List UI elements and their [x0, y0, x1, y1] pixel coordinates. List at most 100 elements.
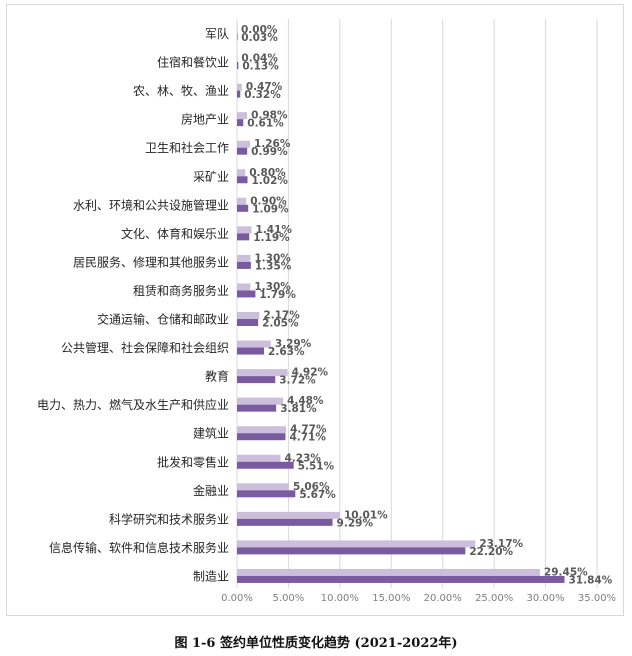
data-label-series-1: 4.23% — [285, 452, 322, 464]
bar-series-1 — [237, 454, 281, 462]
bar-series-2 — [237, 176, 248, 184]
data-label-series-2: 0.61% — [247, 118, 284, 130]
bar-series-2 — [237, 233, 250, 241]
data-label-series-1: 0.90% — [250, 195, 287, 207]
bar-series-1 — [237, 426, 287, 434]
bar-series-1 — [237, 340, 271, 348]
data-label-series-1: 2.17% — [263, 310, 300, 322]
data-label-series-2: 31.84% — [568, 574, 612, 586]
bar-series-2 — [237, 575, 565, 583]
bar-series-1 — [237, 254, 251, 262]
category-label: 建筑业 — [193, 426, 229, 441]
bar-series-1 — [237, 369, 288, 377]
x-tick-label: 0.00% — [221, 593, 253, 604]
category-label: 住宿和餐饮业 — [157, 55, 229, 70]
data-label-series-2: 4.71% — [289, 432, 326, 444]
data-label-series-1: 5.06% — [293, 481, 330, 493]
bar-series-1 — [237, 283, 251, 291]
figure-caption: 图 1-6 签约单位性质变化趋势 (2021-2022年) — [174, 636, 458, 651]
category-label: 水利、环境和公共设施管理业 — [73, 197, 229, 212]
bar-chart: 0.00% 5.00% 10.00% 15.00% 20.00% 25.00% 30.00%… — [37, 19, 616, 604]
bar-series-2 — [237, 204, 249, 212]
bar-series-2 — [237, 261, 251, 269]
data-label-series-2: 1.79% — [259, 289, 296, 301]
data-label-series-2: 1.09% — [252, 203, 289, 215]
x-tick-label: 15.00% — [372, 593, 410, 604]
category-label: 教育 — [205, 369, 229, 384]
data-label-series-2: 22.20% — [469, 546, 513, 558]
data-label-series-2: 5.67% — [299, 489, 336, 501]
data-label-series-2: 3.81% — [280, 403, 317, 415]
x-tick-label: 30.00% — [527, 593, 565, 604]
category-label: 批发和零售业 — [157, 454, 229, 469]
bar-series-2 — [237, 490, 296, 498]
data-label-series-2: 0.03% — [241, 32, 278, 44]
data-label-series-1: 4.48% — [287, 395, 324, 407]
bar-series-1 — [237, 26, 238, 34]
data-label-series-1: 1.30% — [254, 281, 291, 293]
bar-series-1 — [237, 568, 540, 576]
data-label-series-2: 0.32% — [244, 89, 281, 101]
bar-series-2 — [237, 518, 333, 526]
bar-series-2 — [237, 147, 248, 155]
data-label-series-1: 4.77% — [290, 424, 327, 436]
data-label-series-1: 0.04% — [241, 53, 278, 65]
bar-series-1 — [237, 197, 247, 205]
bar-series-2 — [237, 404, 277, 412]
bar-series-1 — [237, 540, 476, 548]
x-tick-label: 35.00% — [578, 593, 616, 604]
bar-series-2 — [237, 461, 294, 469]
data-label-series-2: 5.51% — [298, 460, 335, 472]
bar-series-2 — [237, 347, 265, 355]
bar-series-2 — [237, 33, 238, 41]
bar-series-2 — [237, 90, 241, 98]
data-label-series-2: 9.29% — [337, 517, 374, 529]
category-label: 科学研究和技术服务业 — [109, 511, 229, 526]
category-label: 电力、热力、燃气及水生产和供应业 — [37, 397, 229, 412]
bar-series-1 — [237, 226, 252, 234]
data-label-series-1: 0.80% — [249, 167, 286, 179]
chart-frame: 0.00% 5.00% 10.00% 15.00% 20.00% 25.00% 30.00%… — [6, 4, 624, 616]
data-label-series-1: 0.00% — [241, 24, 278, 36]
data-label-series-1: 29.45% — [544, 566, 588, 578]
category-label: 军队 — [205, 26, 229, 41]
x-tick-label: 25.00% — [475, 593, 513, 604]
data-label-series-1: 3.29% — [275, 338, 312, 350]
data-label-series-1: 0.98% — [251, 110, 288, 122]
data-label-series-2: 1.19% — [253, 232, 290, 244]
x-tick-label: 5.00% — [273, 593, 305, 604]
bar-series-1 — [237, 112, 248, 120]
data-label-series-2: 0.13% — [242, 61, 279, 73]
data-label-series-1: 1.26% — [254, 138, 291, 150]
category-label: 卫生和社会工作 — [145, 140, 229, 155]
bar-series-2 — [237, 290, 256, 298]
category-label: 金融业 — [193, 483, 229, 498]
bar-series-2 — [237, 62, 239, 70]
data-label-series-1: 4.92% — [292, 367, 329, 379]
bar-series-2 — [237, 119, 244, 127]
data-label-series-1: 1.41% — [256, 224, 293, 236]
data-label-series-2: 2.05% — [262, 318, 299, 330]
category-label: 制造业 — [193, 569, 229, 583]
bar-series-2 — [237, 547, 466, 555]
category-label: 房地产业 — [181, 112, 229, 127]
category-label: 交通运输、仓储和邮政业 — [97, 312, 229, 327]
x-tick-label: 20.00% — [424, 593, 462, 604]
category-label: 租赁和商务服务业 — [133, 283, 229, 298]
bar-series-1 — [237, 55, 238, 63]
data-label-series-1: 0.47% — [246, 81, 283, 93]
x-tick-label: 10.00% — [321, 593, 359, 604]
bar-series-2 — [237, 433, 286, 441]
data-label-series-2: 1.35% — [255, 260, 292, 272]
data-label-series-2: 2.63% — [268, 346, 305, 358]
category-label: 文化、体育和娱乐业 — [121, 226, 229, 241]
bar-series-1 — [237, 511, 340, 519]
data-label-series-2: 3.72% — [279, 375, 316, 387]
data-label-series-2: 0.99% — [251, 146, 288, 158]
bar-series-1 — [237, 83, 242, 91]
data-label-series-1: 10.01% — [344, 509, 388, 521]
bar-series-1 — [237, 140, 250, 148]
data-label-series-1: 23.17% — [479, 538, 523, 550]
category-label: 居民服务、修理和其他服务业 — [73, 254, 229, 269]
bar-series-1 — [237, 397, 284, 405]
